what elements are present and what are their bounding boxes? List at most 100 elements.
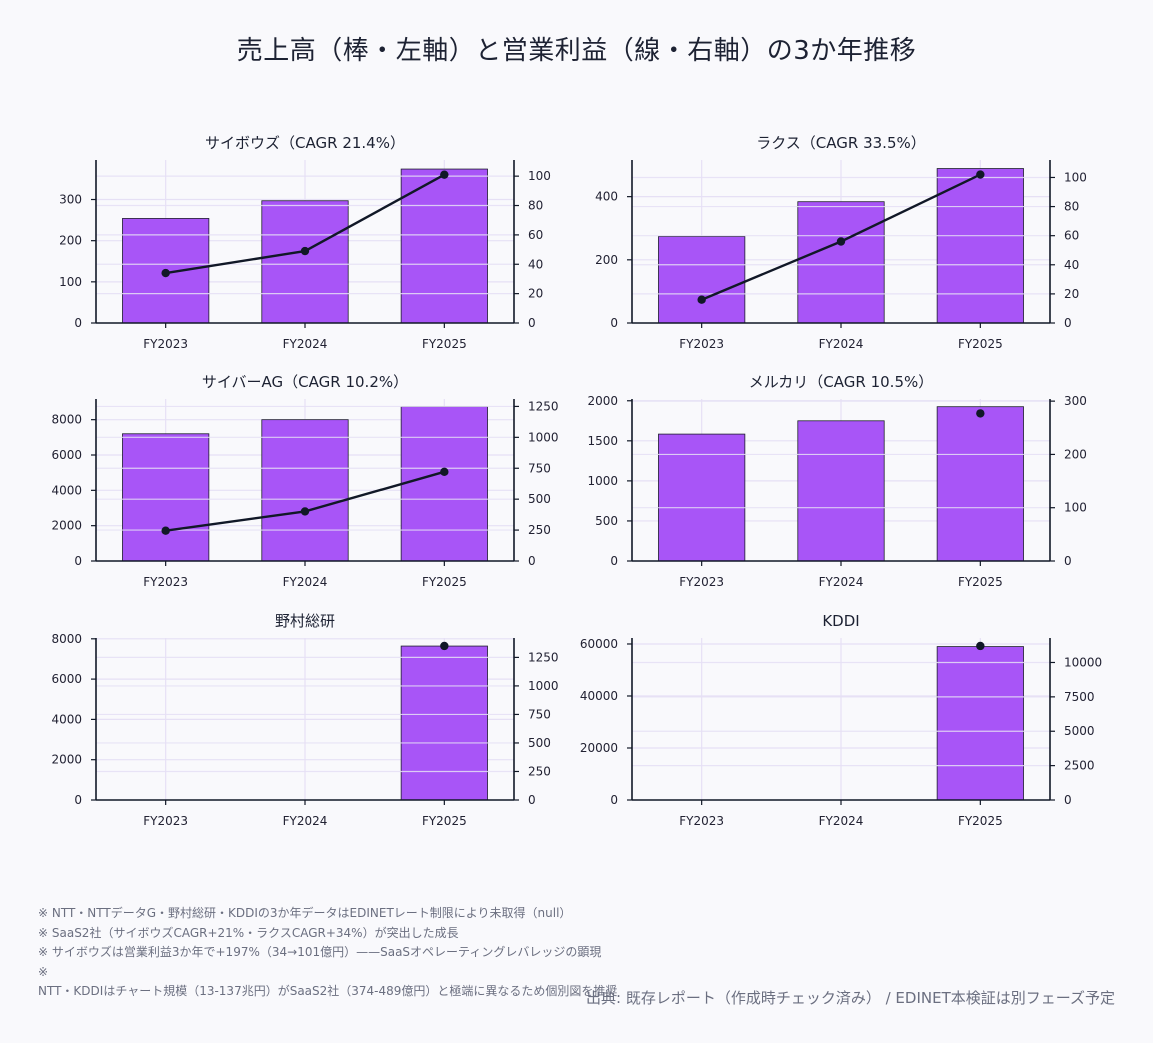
footnote: NTT・KDDIはチャート規模（13-137兆円）がSaaS2社（374-489… xyxy=(38,984,618,998)
bar xyxy=(797,420,885,562)
y-tick-label-left: 60000 xyxy=(580,637,618,651)
bar xyxy=(936,646,1024,801)
y-tick-label-left: 2000 xyxy=(51,753,82,767)
y-tick-label-right: 20 xyxy=(528,287,543,301)
panel-title: 野村総研 xyxy=(275,612,335,630)
y-tick-label-left: 200 xyxy=(59,234,82,248)
panel-title: サイバーAG（CAGR 10.2%） xyxy=(202,373,408,391)
profit-point xyxy=(440,467,449,477)
x-tick-label: FY2023 xyxy=(143,337,188,351)
x-tick-label: FY2025 xyxy=(422,575,467,589)
profit-point xyxy=(440,641,449,651)
footnote: ※ xyxy=(38,964,49,979)
bar xyxy=(797,201,885,324)
profit-point xyxy=(697,295,706,304)
y-tick-label-right: 60 xyxy=(528,228,543,242)
y-tick-label-left: 1000 xyxy=(587,474,618,488)
profit-point xyxy=(976,409,985,418)
profit-point xyxy=(161,268,170,278)
x-tick-label: FY2024 xyxy=(819,814,864,828)
y-tick-label-right: 0 xyxy=(1064,793,1072,807)
bar xyxy=(122,218,210,324)
source-note: 出典: 既存レポート（作成時チェック済み） / EDINET本検証は別フェーズ予… xyxy=(586,989,1115,1007)
y-tick-label-right: 200 xyxy=(1064,447,1087,461)
y-tick-label-left: 500 xyxy=(595,514,618,528)
bar xyxy=(400,406,488,562)
y-tick-label-right: 80 xyxy=(528,199,543,213)
y-tick-label-left: 2000 xyxy=(51,519,82,533)
profit-point xyxy=(976,641,985,651)
x-tick-label: FY2025 xyxy=(958,337,1003,351)
x-tick-label: FY2023 xyxy=(679,337,724,351)
x-tick-label: FY2025 xyxy=(958,575,1003,589)
y-tick-label-left: 0 xyxy=(610,793,618,807)
y-tick-label-left: 0 xyxy=(610,316,618,330)
y-tick-label-left: 2000 xyxy=(587,394,618,408)
y-tick-label-right: 750 xyxy=(528,461,551,475)
y-tick-label-left: 0 xyxy=(610,554,618,568)
y-tick-label-left: 1500 xyxy=(587,434,618,448)
x-tick-label: FY2023 xyxy=(679,575,724,589)
y-tick-label-right: 0 xyxy=(1064,554,1072,568)
main-title: 売上高（棒・左軸）と営業利益（線・右軸）の3か年推移 xyxy=(236,36,917,66)
y-tick-label-left: 0 xyxy=(74,793,82,807)
panel-title: サイボウズ（CAGR 21.4%） xyxy=(205,134,405,152)
y-tick-label-right: 10000 xyxy=(1064,655,1102,669)
y-tick-label-right: 250 xyxy=(528,523,551,537)
bar xyxy=(261,419,349,562)
profit-point xyxy=(976,170,985,179)
footnote: ※ NTT・NTTデータG・野村総研・KDDIの3か年データはEDINETレート… xyxy=(38,906,572,920)
y-tick-label-right: 500 xyxy=(528,736,551,750)
y-tick-label-right: 0 xyxy=(528,554,536,568)
footnote: ※ SaaS2社（サイボウズCAGR+21%・ラクスCAGR+34%）が突出した… xyxy=(38,925,459,940)
x-tick-label: FY2025 xyxy=(958,814,1003,828)
x-tick-label: FY2024 xyxy=(819,575,864,589)
y-tick-label-left: 4000 xyxy=(51,483,82,497)
profit-point xyxy=(161,526,170,535)
y-tick-label-right: 40 xyxy=(1064,258,1079,272)
y-tick-label-left: 300 xyxy=(59,193,82,207)
bar xyxy=(658,236,746,324)
y-tick-label-left: 8000 xyxy=(51,413,82,427)
y-tick-label-right: 300 xyxy=(1064,394,1087,408)
y-tick-label-left: 6000 xyxy=(51,672,82,686)
panel-title: ラクス（CAGR 33.5%） xyxy=(756,134,926,152)
footnote: ※ サイボウズは営業利益3か年で+197%（34→101億円）——SaaSオペレ… xyxy=(38,945,602,959)
profit-point xyxy=(836,237,846,246)
bar xyxy=(122,433,210,562)
y-tick-label-left: 8000 xyxy=(51,632,82,646)
x-tick-label: FY2023 xyxy=(143,575,188,589)
y-tick-label-left: 400 xyxy=(595,190,618,204)
x-tick-label: FY2025 xyxy=(422,337,467,351)
x-tick-label: FY2024 xyxy=(283,337,328,351)
y-tick-label-left: 6000 xyxy=(51,448,82,462)
profit-point xyxy=(300,246,310,256)
bar xyxy=(400,645,488,801)
y-tick-label-right: 2500 xyxy=(1064,759,1095,773)
bar xyxy=(261,200,349,324)
y-tick-label-right: 60 xyxy=(1064,229,1079,243)
y-tick-label-left: 0 xyxy=(74,554,82,568)
y-tick-label-right: 500 xyxy=(528,492,551,506)
bar xyxy=(936,168,1024,324)
y-tick-label-right: 1250 xyxy=(528,650,559,664)
profit-point xyxy=(440,170,449,179)
y-tick-label-right: 40 xyxy=(528,257,543,271)
x-tick-label: FY2023 xyxy=(679,814,724,828)
y-tick-label-right: 100 xyxy=(1064,170,1087,184)
x-tick-label: FY2024 xyxy=(283,575,328,589)
y-tick-label-right: 750 xyxy=(528,707,551,721)
charts-grid: サイボウズ（CAGR 21.4%） 0 100 200 300 0 20 40 60 80 100 F… xyxy=(51,134,1102,828)
y-tick-label-right: 7500 xyxy=(1064,690,1095,704)
y-tick-label-right: 1000 xyxy=(528,430,559,444)
y-tick-label-right: 80 xyxy=(1064,200,1079,214)
y-tick-label-right: 5000 xyxy=(1064,724,1095,738)
y-tick-label-right: 100 xyxy=(1064,501,1087,515)
y-tick-label-right: 100 xyxy=(528,169,551,183)
bar xyxy=(936,406,1024,562)
x-tick-label: FY2023 xyxy=(143,814,188,828)
x-tick-label: FY2025 xyxy=(422,814,467,828)
footnotes: ※ NTT・NTTデータG・野村総研・KDDIの3か年データはEDINETレート… xyxy=(38,904,617,1002)
panel-title: KDDI xyxy=(822,612,859,630)
y-tick-label-left: 0 xyxy=(74,316,82,330)
